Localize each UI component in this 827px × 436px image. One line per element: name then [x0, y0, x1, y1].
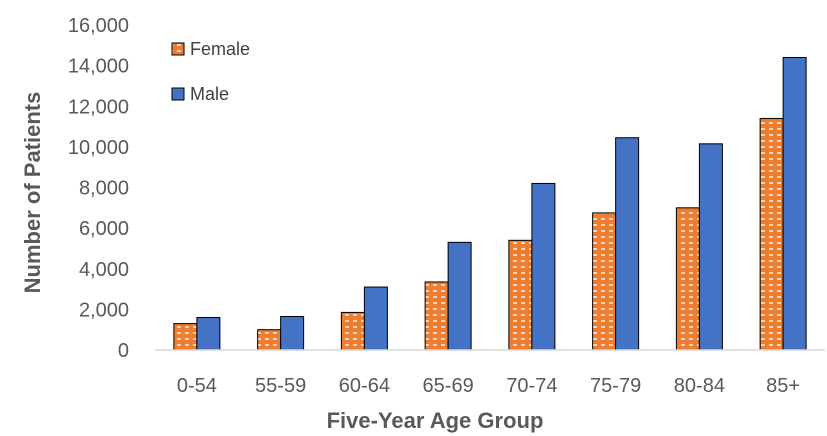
y-tick-label: 2,000 [79, 299, 129, 321]
bar-female-65-69 [424, 281, 449, 351]
y-tick-label: 8,000 [79, 178, 129, 200]
bar-male-85+ [782, 57, 807, 351]
bar-female-70-74 [508, 239, 533, 351]
bar-male-65-69 [447, 241, 472, 351]
y-tick-label: 0 [118, 340, 129, 362]
y-tick-label: 10,000 [68, 137, 129, 159]
bar-male-80-84 [698, 143, 723, 351]
y-tick-label: 4,000 [79, 259, 129, 281]
x-axis-ticks: 0-54 55-59 60-64 65-69 70-74 75-79 80-84 85+ [177, 375, 800, 397]
bar-female-60-64 [340, 311, 365, 351]
legend-swatch-male [171, 87, 185, 101]
x-tick-label: 65-69 [423, 375, 474, 397]
legend-label-male: Male [190, 84, 229, 104]
y-tick-label: 14,000 [68, 56, 129, 78]
x-tick-label: 70-74 [506, 375, 557, 397]
x-tick-label: 60-64 [339, 375, 390, 397]
legend-swatch-female [171, 42, 185, 56]
bar-female-80-84 [675, 207, 700, 351]
bar-female-55-59 [257, 329, 282, 351]
x-tick-label: 75-79 [590, 375, 641, 397]
bar-female-0-54 [173, 323, 198, 351]
y-tick-label: 16,000 [68, 15, 129, 37]
bar-male-0-54 [196, 317, 221, 351]
bar-male-75-79 [615, 137, 640, 351]
x-tick-label: 80-84 [674, 375, 725, 397]
x-tick-label: 85+ [766, 375, 800, 397]
bar-female-75-79 [592, 212, 617, 351]
bar-male-60-64 [363, 286, 388, 351]
bars-group [173, 57, 807, 351]
x-tick-label: 0-54 [177, 375, 217, 397]
legend: Female Male [171, 39, 250, 104]
bar-male-70-74 [531, 182, 556, 351]
legend-label-female: Female [190, 39, 250, 59]
y-tick-label: 12,000 [68, 96, 129, 118]
x-tick-label: 55-59 [255, 375, 306, 397]
y-axis-title: Number of Patients [20, 92, 45, 294]
bar-female-85+ [759, 117, 784, 351]
bar-male-55-59 [280, 315, 305, 351]
y-tick-label: 6,000 [79, 218, 129, 240]
x-axis-title: Five-Year Age Group [327, 408, 544, 433]
y-axis-ticks: 0 2,000 4,000 6,000 8,000 10,000 12,000 14,000 1… [68, 15, 129, 362]
